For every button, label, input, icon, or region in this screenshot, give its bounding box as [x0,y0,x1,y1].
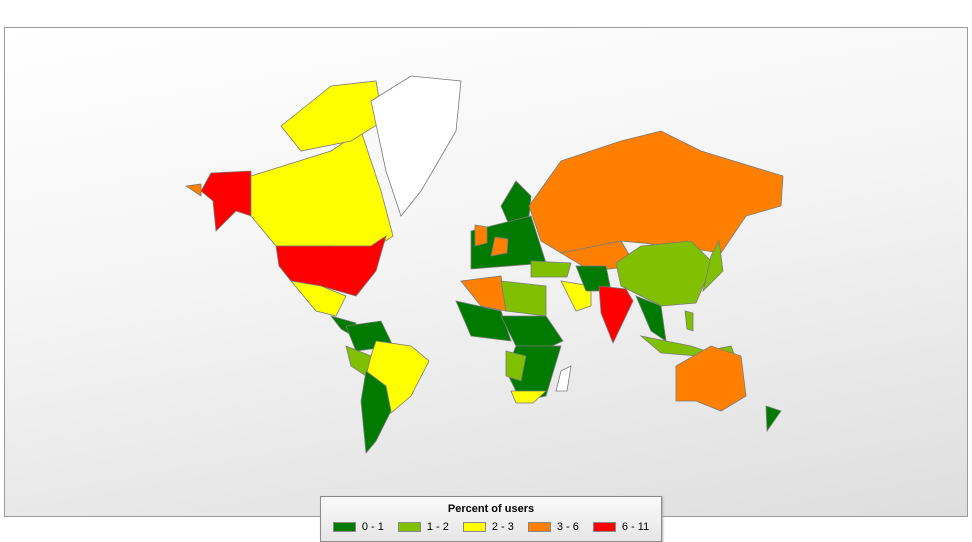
legend-swatch [462,522,486,532]
region-chukotka[interactable] [184,183,202,197]
region-philippines[interactable] [684,310,694,332]
region-new-zealand[interactable] [765,405,782,433]
region-south-africa[interactable] [510,390,548,404]
region-russia[interactable] [528,130,784,254]
legend-label: 6 - 11 [621,521,650,533]
legend-label: 1 - 2 [426,521,449,533]
legend-title: Percent of users [447,503,535,515]
region-alaska[interactable] [200,170,252,232]
region-france[interactable] [490,236,509,257]
region-west-africa[interactable] [455,300,512,342]
legend-items: 0 - 1 1 - 2 2 - 3 3 - 6 6 - 11 [321,521,661,533]
region-japan[interactable] [702,239,724,293]
region-mexico[interactable] [290,280,347,317]
region-chile-argentina[interactable] [360,370,392,454]
world-map[interactable] [5,28,969,518]
legend: Percent of users 0 - 1 1 - 2 2 - 3 3 - 6… [320,496,662,542]
region-australia[interactable] [675,345,747,412]
region-uk[interactable] [474,224,488,247]
region-arctic-islands[interactable] [280,80,384,152]
region-north-africa-east[interactable] [500,280,547,317]
legend-label: 0 - 1 [361,521,384,533]
legend-label: 2 - 3 [491,521,514,533]
region-turkey[interactable] [530,260,572,278]
legend-label: 3 - 6 [556,521,579,533]
legend-item[interactable]: 0 - 1 [332,521,384,533]
legend-swatch [397,522,421,532]
region-greenland[interactable] [370,75,462,217]
legend-item[interactable]: 1 - 2 [397,521,449,533]
legend-swatch [332,522,356,532]
region-madagascar[interactable] [555,365,572,392]
region-usa[interactable] [275,235,387,297]
region-india[interactable] [598,285,634,344]
region-saudi-arabia[interactable] [560,280,592,312]
map-frame: Percent of users 0 - 1 1 - 2 2 - 3 3 - 6… [4,27,969,542]
legend-item[interactable]: 6 - 11 [592,521,650,533]
legend-swatch [527,522,551,532]
region-canada[interactable] [250,130,394,252]
legend-swatch [592,522,616,532]
legend-item[interactable]: 3 - 6 [527,521,579,533]
legend-item[interactable]: 2 - 3 [462,521,514,533]
region-angola-zambia[interactable] [505,350,527,382]
